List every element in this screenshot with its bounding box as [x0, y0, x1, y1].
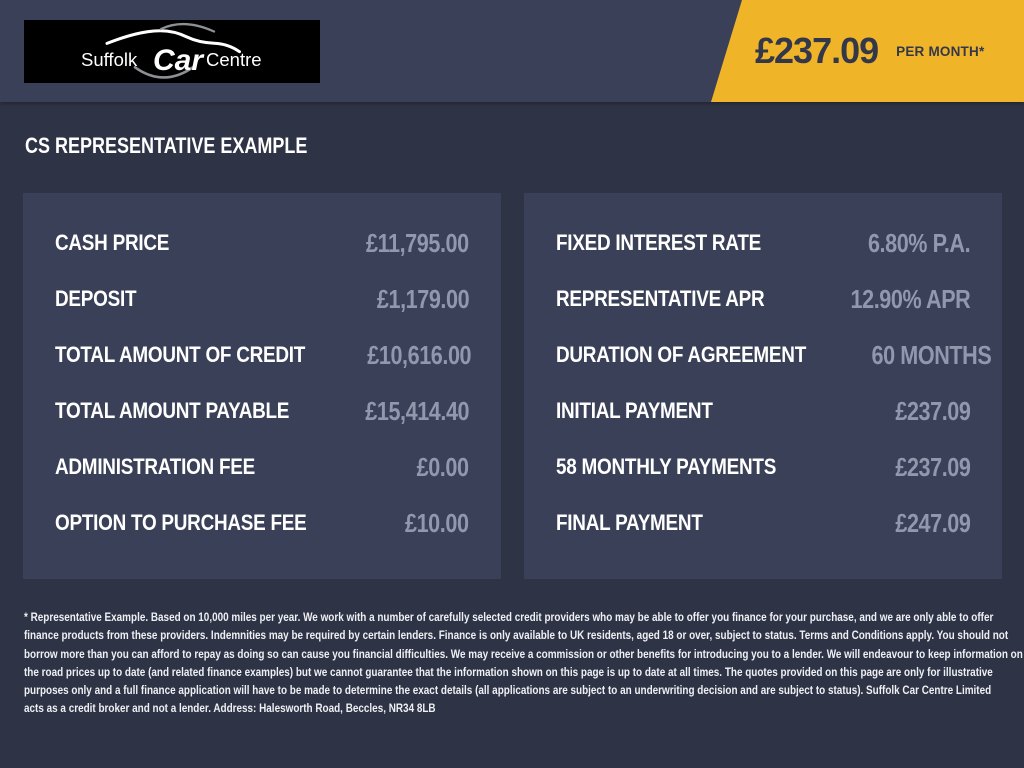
- svg-text:Car: Car: [153, 44, 205, 77]
- svg-text:Centre: Centre: [206, 49, 262, 70]
- svg-text:Suffolk: Suffolk: [81, 49, 138, 70]
